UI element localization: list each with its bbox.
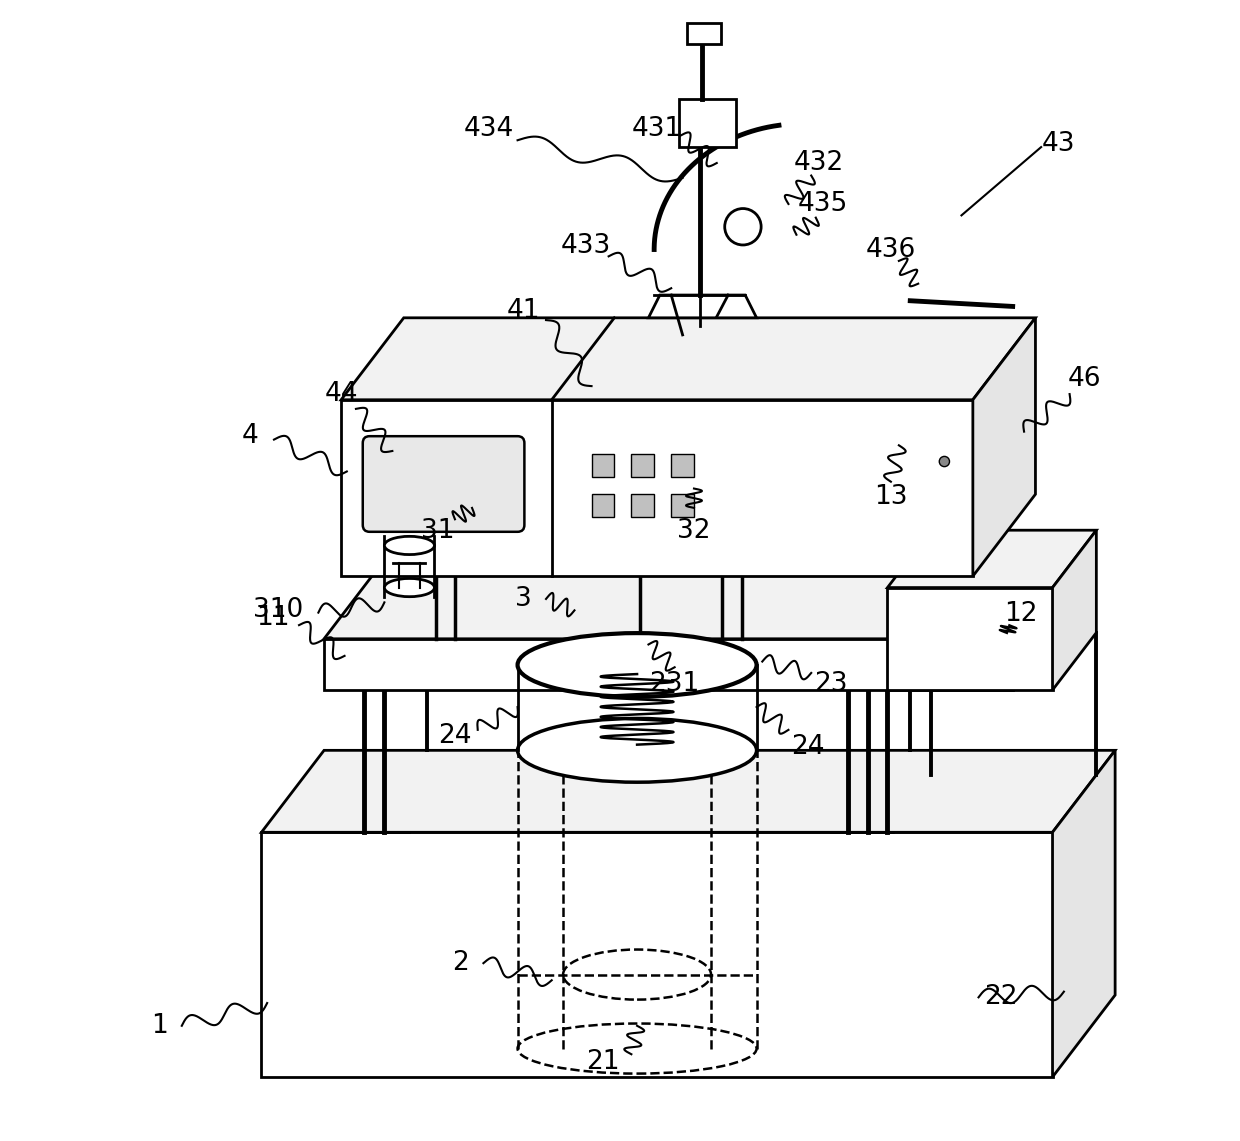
Polygon shape xyxy=(1053,531,1096,690)
Polygon shape xyxy=(888,588,1053,690)
Polygon shape xyxy=(1053,751,1115,1077)
Text: 434: 434 xyxy=(464,116,515,141)
Polygon shape xyxy=(341,399,973,576)
Polygon shape xyxy=(569,428,749,477)
Text: 435: 435 xyxy=(797,191,848,217)
Ellipse shape xyxy=(517,719,756,783)
Text: 41: 41 xyxy=(506,298,539,324)
Text: 310: 310 xyxy=(253,598,304,623)
Polygon shape xyxy=(569,477,711,557)
Polygon shape xyxy=(649,296,756,318)
Text: 4: 4 xyxy=(242,423,258,450)
Text: 2: 2 xyxy=(453,950,469,977)
Text: 13: 13 xyxy=(874,484,908,510)
Bar xyxy=(687,23,722,43)
Ellipse shape xyxy=(939,456,950,467)
Bar xyxy=(631,454,655,477)
Polygon shape xyxy=(888,531,1096,588)
Bar xyxy=(671,454,694,477)
Polygon shape xyxy=(1013,557,1075,690)
Text: 23: 23 xyxy=(813,671,847,697)
Text: 31: 31 xyxy=(422,518,455,543)
Text: 46: 46 xyxy=(1068,366,1101,393)
Text: 433: 433 xyxy=(560,233,611,259)
Text: 24: 24 xyxy=(438,722,471,748)
FancyBboxPatch shape xyxy=(363,436,525,532)
Text: 43: 43 xyxy=(1042,131,1075,156)
Bar xyxy=(591,454,614,477)
Text: 431: 431 xyxy=(631,116,682,141)
Polygon shape xyxy=(711,428,749,557)
Ellipse shape xyxy=(724,209,761,245)
Text: 1: 1 xyxy=(150,1013,167,1038)
Text: 436: 436 xyxy=(866,236,916,262)
Polygon shape xyxy=(262,751,1115,832)
Text: 3: 3 xyxy=(515,586,532,612)
Text: 432: 432 xyxy=(794,149,844,176)
Polygon shape xyxy=(262,832,1053,1077)
Text: 22: 22 xyxy=(985,985,1018,1010)
Bar xyxy=(631,494,655,517)
Text: 44: 44 xyxy=(325,381,358,407)
Ellipse shape xyxy=(384,536,434,555)
Text: 32: 32 xyxy=(677,518,711,543)
Polygon shape xyxy=(973,318,1035,576)
Polygon shape xyxy=(324,557,1075,639)
Polygon shape xyxy=(341,318,1035,399)
Polygon shape xyxy=(324,639,1013,690)
Text: 11: 11 xyxy=(257,606,290,631)
Text: 12: 12 xyxy=(1004,601,1038,626)
Bar xyxy=(680,99,737,147)
Ellipse shape xyxy=(384,578,434,597)
Bar xyxy=(671,494,694,517)
Text: 231: 231 xyxy=(650,671,699,697)
Text: 21: 21 xyxy=(587,1050,620,1075)
Text: 24: 24 xyxy=(791,734,825,760)
Ellipse shape xyxy=(517,633,756,697)
Bar xyxy=(591,494,614,517)
